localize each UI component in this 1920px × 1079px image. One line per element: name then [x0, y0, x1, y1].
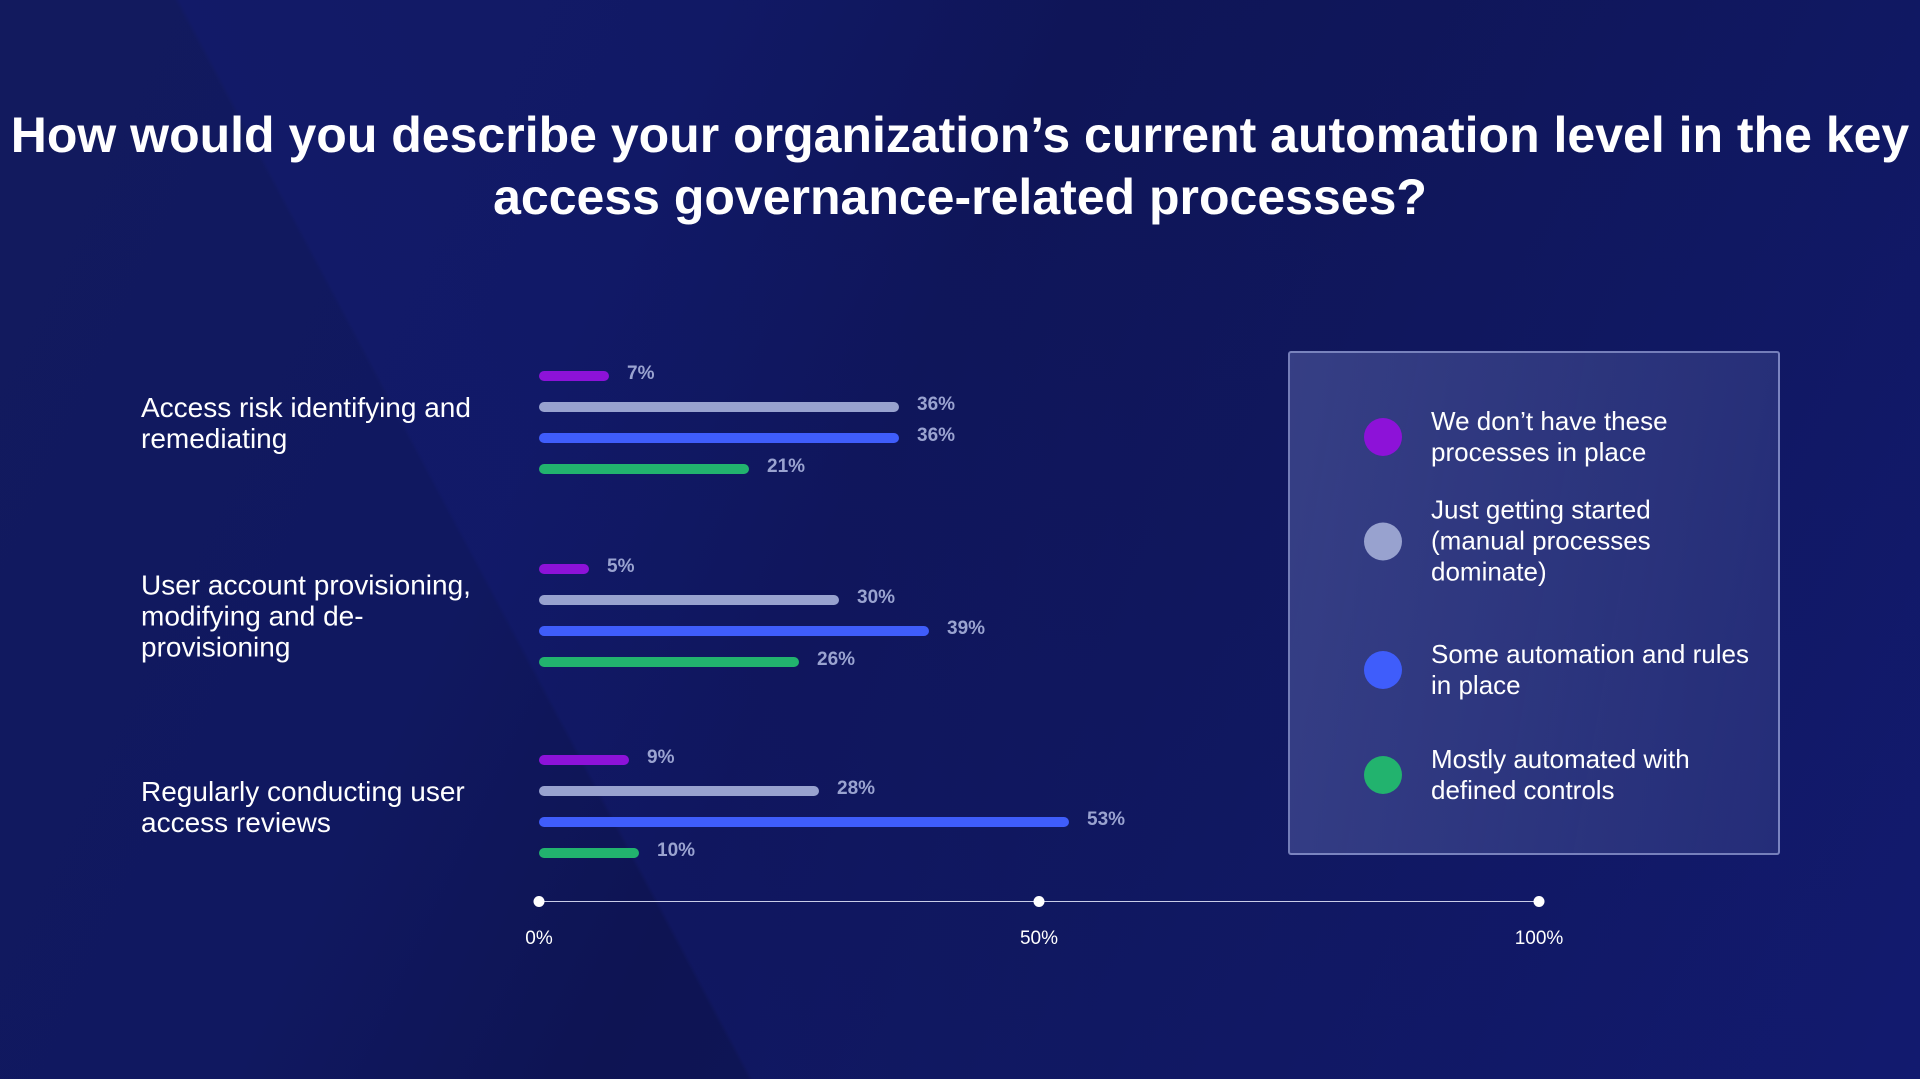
- legend-item: We don’t have these processes in place: [1290, 406, 1778, 468]
- bar-value-label: 39%: [947, 618, 986, 640]
- bar: [539, 464, 749, 474]
- bar-value-label: 30%: [857, 587, 896, 609]
- legend-item: Mostly automated with defined controls: [1290, 744, 1778, 806]
- bar-value-label: 53%: [1087, 809, 1126, 831]
- bar: [539, 371, 609, 381]
- bar: [539, 433, 899, 443]
- x-tick-label: 100%: [1514, 928, 1564, 949]
- legend-label: Mostly automated with defined controls: [1431, 744, 1690, 805]
- chart-title: How would you describe your organization…: [10, 107, 1910, 225]
- bar-value-label: 7%: [627, 363, 655, 385]
- bar: [539, 786, 819, 796]
- bar: [539, 817, 1069, 827]
- category-label: Regularly conducting user access reviews: [141, 775, 465, 838]
- axis-tick-dot: [1533, 896, 1545, 907]
- legend-label: We don’t have these processes in place: [1431, 406, 1668, 467]
- bar: [539, 402, 899, 412]
- axis-tick-dot: [1033, 896, 1045, 907]
- bar-value-label: 36%: [917, 425, 956, 447]
- legend-swatch-icon: [1364, 418, 1402, 456]
- bar: [539, 564, 589, 574]
- bar-value-label: 10%: [657, 840, 696, 862]
- bar: [539, 657, 799, 667]
- legend-label: Just getting started (manual processes d…: [1431, 494, 1651, 587]
- legend-swatch-icon: [1364, 651, 1402, 689]
- legend-item: Some automation and rules in place: [1290, 639, 1778, 701]
- x-tick-label: 50%: [1019, 928, 1059, 949]
- x-tick-label: 0%: [525, 928, 553, 949]
- bar: [539, 595, 839, 605]
- bar: [539, 626, 929, 636]
- legend-label: Some automation and rules in place: [1431, 639, 1749, 700]
- legend: We don’t have these processes in place Ju…: [1288, 351, 1780, 855]
- bar-value-label: 26%: [817, 649, 856, 671]
- bar-value-label: 21%: [767, 456, 806, 478]
- bar-value-label: 5%: [607, 556, 635, 578]
- bar: [539, 755, 629, 765]
- bar-value-label: 28%: [837, 778, 876, 800]
- legend-swatch-icon: [1364, 756, 1402, 794]
- category-label: User account provisioning, modifying and…: [141, 569, 471, 662]
- bar: [539, 848, 639, 858]
- axis-tick-dot: [533, 896, 545, 907]
- bar-value-label: 9%: [647, 747, 675, 769]
- legend-item: Just getting started (manual processes d…: [1290, 495, 1778, 588]
- bar-value-label: 36%: [917, 394, 956, 416]
- legend-swatch-icon: [1364, 522, 1402, 560]
- category-label: Access risk identifying and remediating: [141, 391, 471, 454]
